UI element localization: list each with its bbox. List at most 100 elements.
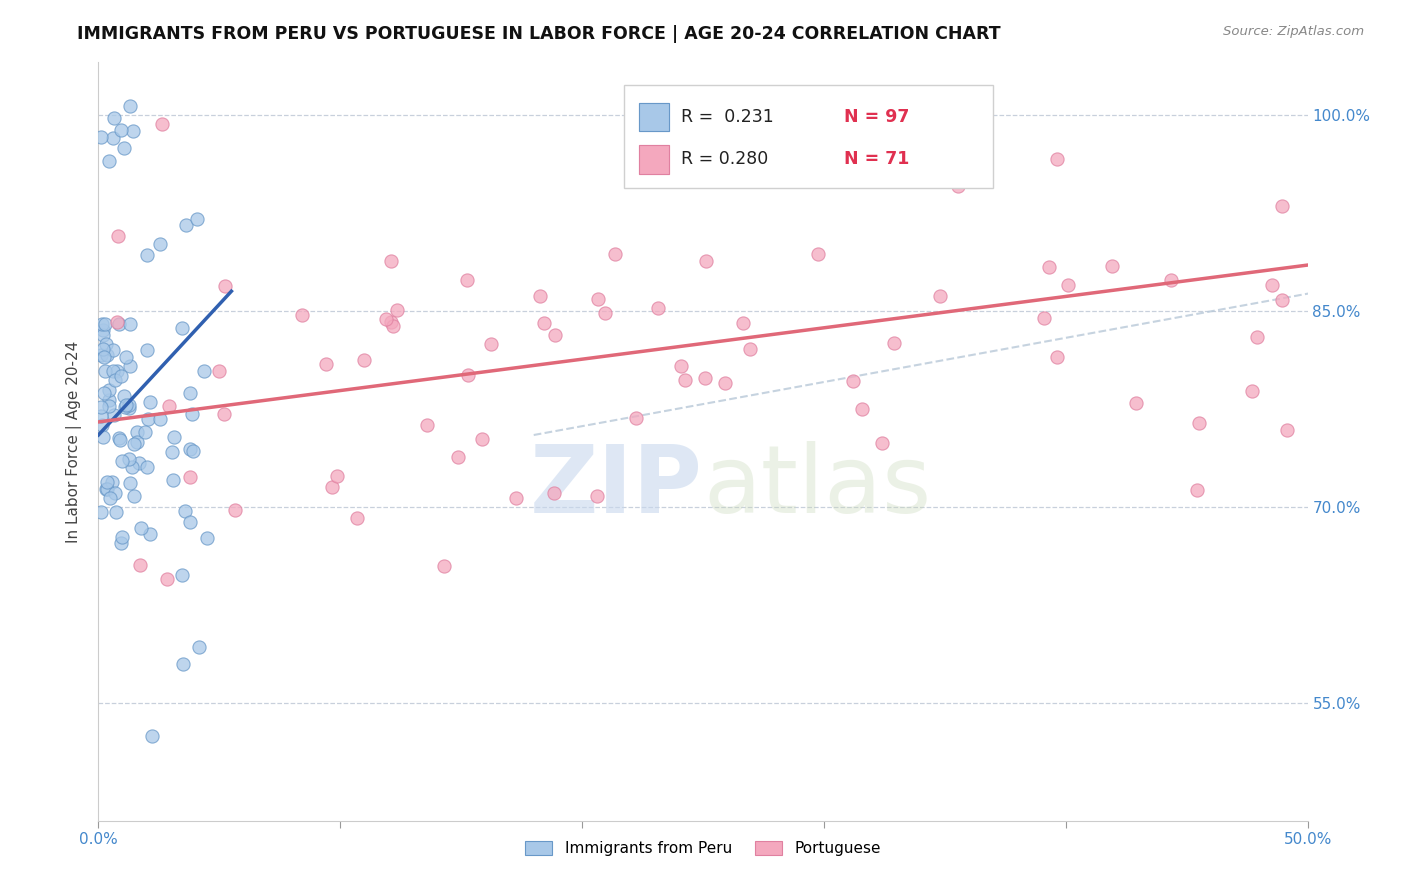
Point [128,457,150,471]
Point [97,153,120,168]
Point [1246,330,1268,344]
Text: atlas: atlas [703,441,931,533]
Point [543,486,565,500]
Point [94,317,117,331]
Point [870,436,893,450]
Point [738,343,761,357]
Point [291,308,314,322]
Point [1160,273,1182,287]
Point [1101,259,1123,273]
Point [544,327,567,342]
Point [104,373,127,387]
Point [586,490,609,504]
Text: Source: ZipAtlas.com: Source: ZipAtlas.com [1223,25,1364,38]
Point [134,425,156,439]
Point [94,482,117,496]
Point [107,228,129,243]
Point [948,179,970,194]
Point [139,527,162,541]
Point [110,123,132,137]
Point [1046,153,1069,167]
Bar [638,145,669,174]
Point [381,318,404,333]
Point [181,444,204,458]
Point [118,359,141,373]
Point [136,248,159,262]
Point [321,480,343,494]
Point [91,317,114,331]
Point [669,359,692,373]
Point [353,353,375,368]
Point [125,425,148,439]
Point [1271,293,1294,307]
Point [139,394,162,409]
Point [90,409,112,423]
Point [121,124,143,138]
Point [122,436,145,450]
Point [97,399,120,413]
Point [1261,278,1284,293]
Point [380,315,402,329]
Point [121,460,143,475]
Text: ZIP: ZIP [530,441,703,533]
Point [90,418,112,433]
Point [118,401,141,416]
Point [129,520,152,534]
Point [841,374,863,388]
Point [103,409,125,423]
Point [179,385,201,400]
Point [90,130,112,145]
Point [101,343,124,358]
Point [101,130,124,145]
Legend: Immigrants from Peru, Portuguese: Immigrants from Peru, Portuguese [519,835,887,863]
Point [176,218,198,232]
Point [118,475,141,490]
Point [90,348,112,362]
Text: R =  0.231: R = 0.231 [682,108,773,126]
Point [385,303,408,318]
Point [112,389,135,403]
Point [447,450,470,464]
Point [94,363,117,377]
Point [471,432,494,446]
Point [1046,350,1069,364]
Point [214,279,236,293]
Point [150,117,173,131]
Point [733,316,755,330]
Point [346,511,368,525]
Point [118,317,141,331]
Point [117,398,139,412]
Point [98,392,121,407]
Point [104,505,127,519]
Point [695,371,717,385]
Point [695,254,717,268]
Point [94,337,117,351]
Point [149,411,172,425]
Point [883,335,905,350]
Point [1188,416,1211,430]
Text: N = 71: N = 71 [845,151,910,169]
Point [416,417,439,432]
Point [155,572,177,586]
Point [1125,396,1147,410]
Point [118,99,141,113]
Bar [638,103,669,131]
Point [673,374,696,388]
Point [1033,311,1056,326]
Point [117,451,139,466]
Point [129,558,152,573]
Point [111,454,134,468]
Point [136,343,159,357]
Point [98,384,121,398]
Point [163,430,186,444]
Point [114,401,136,415]
Point [96,348,118,362]
Point [136,412,159,426]
Point [111,530,134,544]
Point [326,469,349,483]
Point [125,434,148,449]
Point [224,502,246,516]
Point [141,729,163,743]
Point [162,473,184,487]
Point [96,475,118,489]
